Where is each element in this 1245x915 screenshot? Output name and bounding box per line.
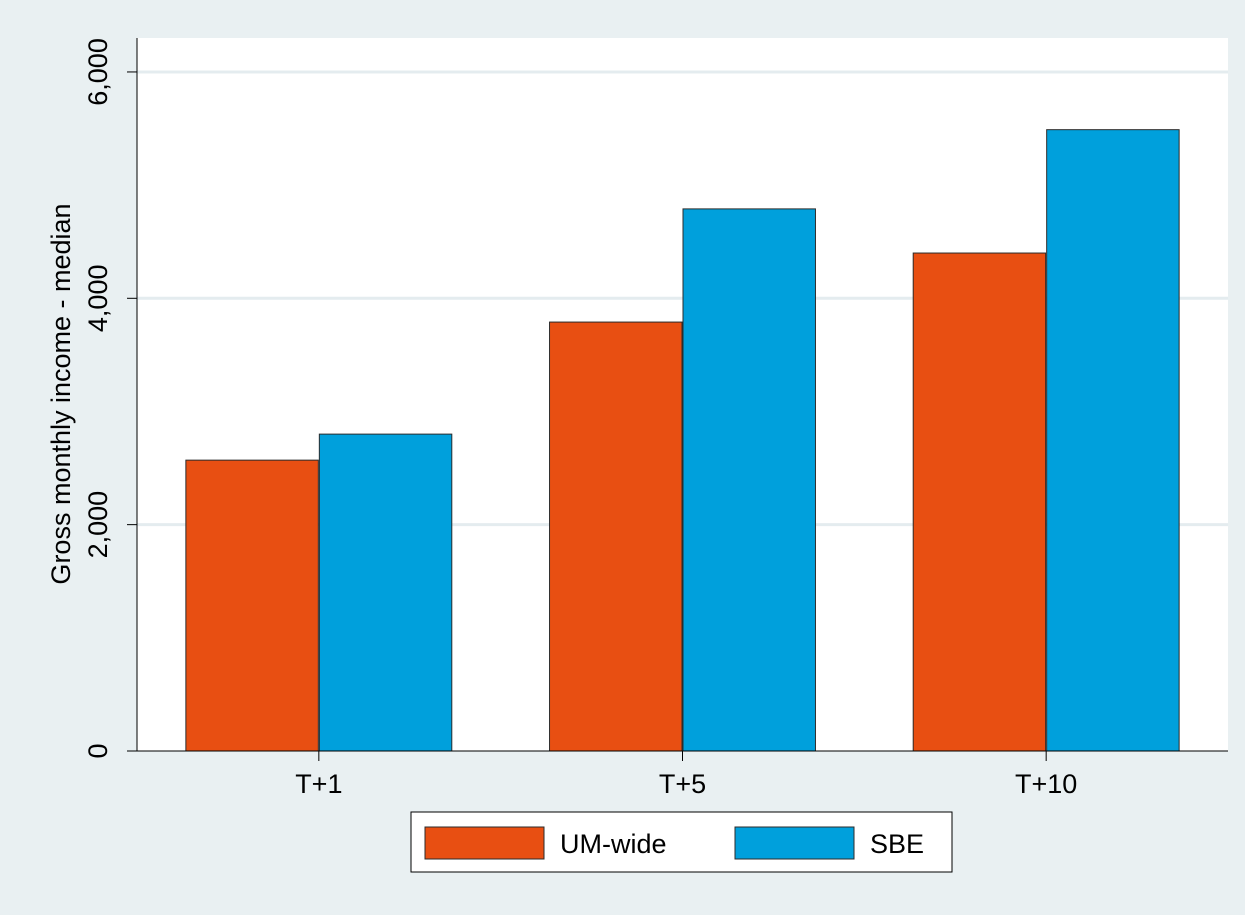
legend-swatch	[424, 826, 545, 860]
legend-label: UM-wide	[560, 829, 667, 859]
legend-label: SBE	[870, 829, 924, 859]
y-axis-ticks: 0 2,000 4,000 6,000	[83, 38, 137, 759]
x-tick-label: T+5	[659, 769, 706, 799]
legend-swatch	[734, 826, 855, 860]
x-tick-label: T+1	[295, 769, 342, 799]
y-tick-label: 4,000	[83, 265, 113, 333]
y-axis-label: Gross monthly income - median	[46, 203, 76, 584]
x-tick-label: T+10	[1015, 769, 1077, 799]
x-axis-ticks: T+1 T+5 T+10	[295, 751, 1077, 799]
bar-sbe-t-1	[318, 433, 453, 752]
bars	[185, 129, 1180, 752]
bar-sbe-t-10	[1046, 129, 1180, 752]
bar-um-wide-t-10	[912, 252, 1047, 752]
y-tick-label: 2,000	[83, 491, 113, 559]
y-tick-label: 0	[83, 743, 113, 758]
y-tick-label: 6,000	[83, 38, 113, 106]
bar-um-wide-t-1	[185, 459, 319, 752]
legend-box	[410, 811, 953, 873]
bar-sbe-t-5	[682, 208, 816, 752]
legend-items: UM-wide SBE	[424, 826, 924, 860]
bar-um-wide-t-5	[549, 321, 683, 752]
legend: UM-wide SBE	[410, 811, 953, 873]
